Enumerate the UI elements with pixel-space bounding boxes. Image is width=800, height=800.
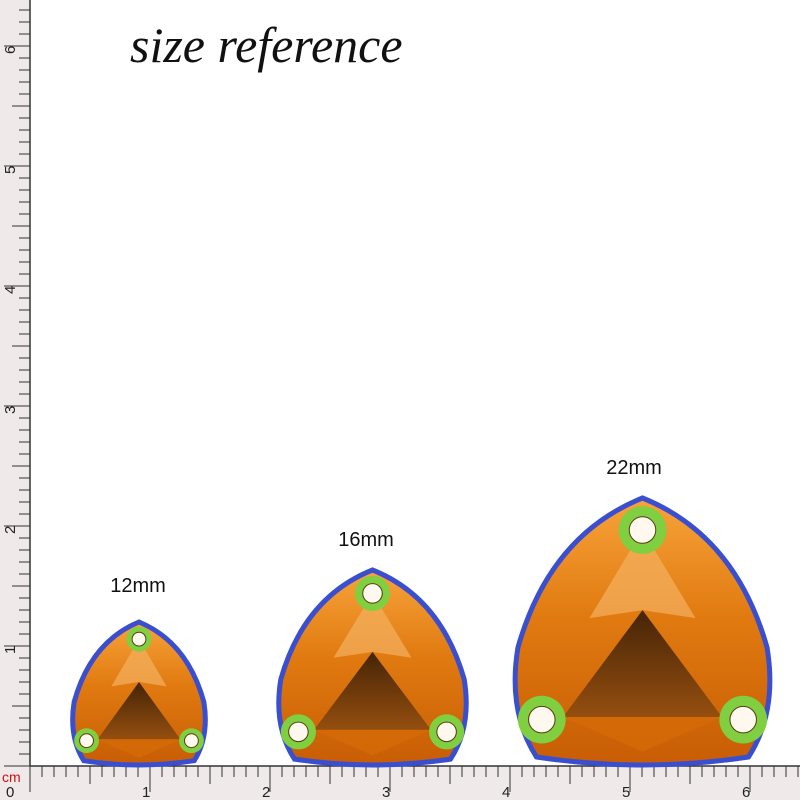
gem-facet	[589, 530, 696, 619]
bottom-ruler	[0, 766, 800, 800]
ruler-number: 4	[2, 286, 19, 294]
gem-hole	[730, 706, 757, 733]
gem-facet	[563, 610, 722, 717]
gem-facet	[314, 651, 431, 730]
ruler-number: 3	[2, 406, 19, 414]
gem-facet	[314, 729, 431, 756]
ruler-number: 6	[2, 46, 19, 54]
ruler-unit: cm	[2, 769, 21, 785]
title: size reference	[130, 17, 403, 73]
gem-hole	[437, 722, 457, 742]
ruler-number: 0	[6, 784, 14, 800]
size-label: 16mm	[338, 529, 394, 551]
gem-hole	[132, 632, 146, 646]
gem-facet	[97, 739, 181, 758]
gem-hole	[289, 722, 309, 742]
gem	[279, 570, 466, 765]
gem-facet	[563, 716, 722, 752]
ruler-number: 6	[742, 784, 750, 800]
gem-hole	[363, 584, 383, 604]
gem-hole	[529, 706, 556, 733]
gem	[515, 498, 770, 765]
gem-hole	[80, 734, 94, 748]
ruler-ticks: 0 1 2 3 4 5 6 1 2 3 4 5 6	[2, 9, 799, 800]
size-label: 22mm	[606, 457, 662, 479]
gem-facet	[111, 639, 167, 687]
ruler-number: 4	[502, 784, 510, 800]
ruler-number: 2	[2, 526, 19, 534]
left-ruler	[0, 0, 30, 766]
gem-hole	[629, 517, 656, 543]
size-label: 12mm	[110, 575, 166, 597]
ruler-number: 1	[142, 784, 150, 800]
ruler-number: 5	[2, 166, 19, 174]
ruler-number: 5	[622, 784, 630, 800]
ruler-number: 3	[382, 784, 390, 800]
gem-hole	[185, 734, 199, 748]
ruler-number: 2	[262, 784, 270, 800]
gem-facet	[97, 682, 181, 740]
gems	[73, 498, 770, 765]
ruler-number: 1	[2, 646, 19, 654]
gem-facet	[333, 593, 412, 658]
gem	[73, 622, 206, 765]
